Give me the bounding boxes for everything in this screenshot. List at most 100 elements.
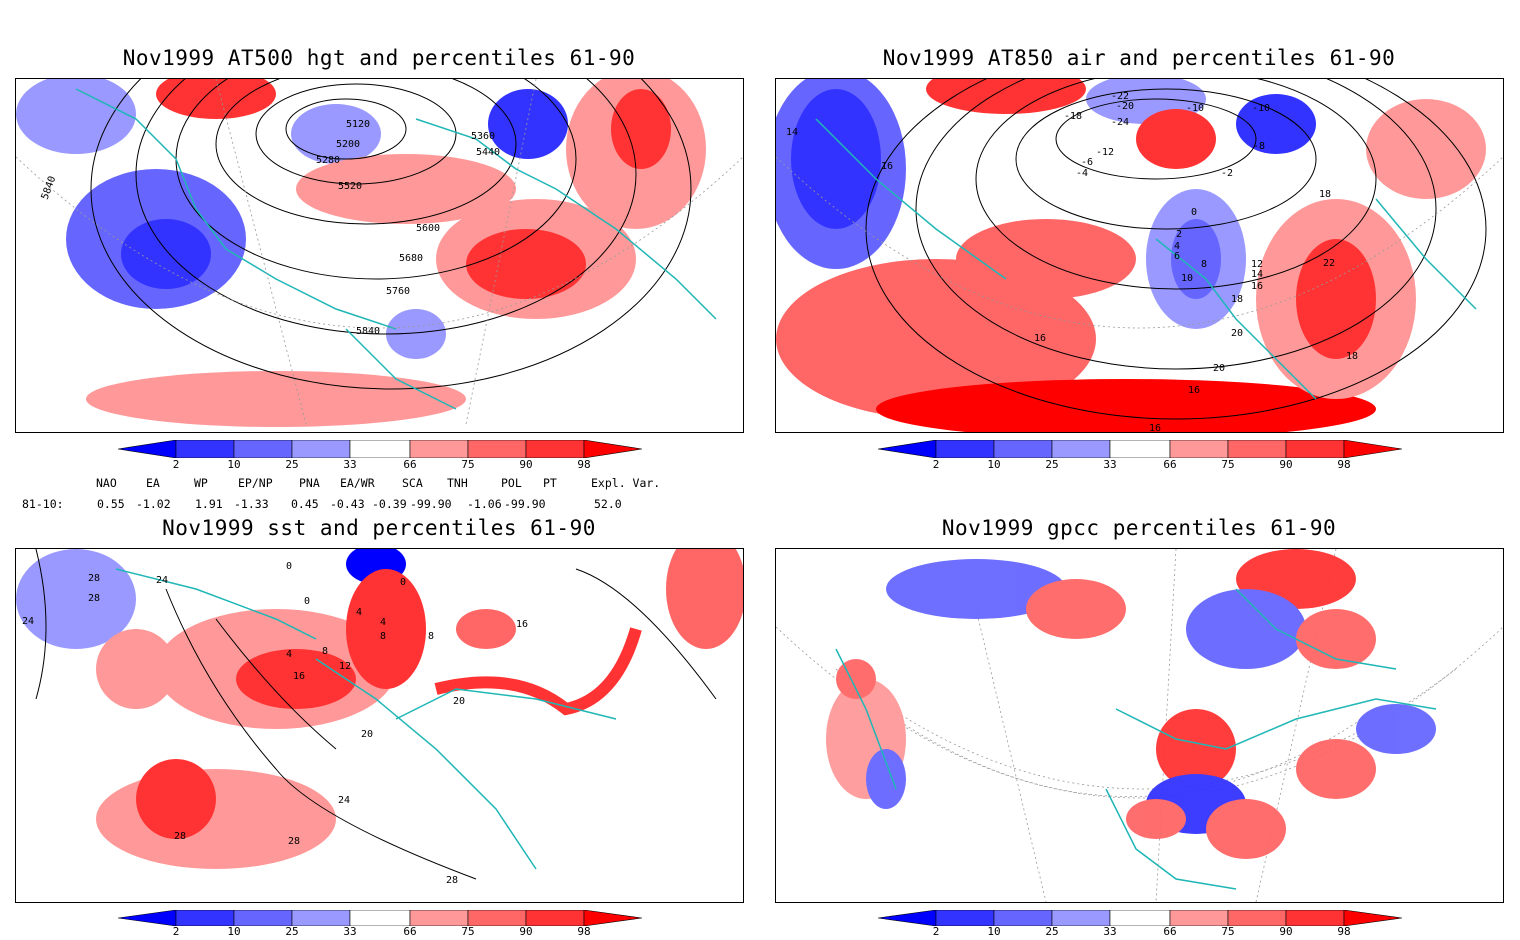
index-header: WP — [194, 476, 208, 490]
contour-label: 5840 — [356, 326, 380, 337]
map-panel-gpcc — [775, 548, 1504, 903]
contour-label: 28 — [88, 573, 100, 584]
index-value: -99.90 — [410, 497, 452, 511]
colorbar-arrow-left — [117, 439, 177, 459]
contour-label: 28 — [88, 593, 100, 604]
contour-label: 20 — [361, 729, 373, 740]
index-header: Expl. Var. — [591, 476, 661, 490]
colorbar-label: 90 — [519, 925, 533, 938]
contour-label: 5680 — [399, 253, 423, 264]
colorbar-label: 98 — [577, 458, 591, 471]
colorbar-label: 98 — [1337, 458, 1351, 471]
contour-label: 5360 — [471, 131, 495, 142]
colorbar-top-right: 2 10 25 33 66 75 90 98 — [877, 439, 1403, 476]
index-header: SCA — [402, 476, 423, 490]
contour-label: 8 — [322, 646, 328, 657]
contour-label: 12 — [1251, 259, 1263, 270]
panel-title-hgt: Nov1999 AT500 hgt and percentiles 61-90 — [122, 46, 636, 70]
contour-label: 2 — [1176, 229, 1182, 240]
contour-label: -24 — [1111, 117, 1129, 128]
index-value: -99.90 — [504, 497, 546, 511]
contour-label: 5600 — [416, 223, 440, 234]
colorbar-label: 90 — [519, 458, 533, 471]
map-panel-air: -22 -20 -24 -18 -12 -10 -10 -8 -6 -4 -2 … — [775, 78, 1504, 433]
colorbar-label: 10 — [227, 458, 241, 471]
contour-label: 16 — [1251, 281, 1263, 292]
contour-label: 4 — [356, 607, 362, 618]
contour-label: 22 — [1323, 258, 1335, 269]
contour-label: 5440 — [476, 147, 500, 158]
colorbar-label: 98 — [1337, 925, 1351, 938]
contour-label: 14 — [786, 127, 798, 138]
colorbar-label: 75 — [1221, 925, 1235, 938]
index-value: 0.55 — [97, 497, 125, 511]
contour-label: 20 — [1213, 363, 1225, 374]
index-header: PT — [543, 476, 557, 490]
index-header: PNA — [299, 476, 320, 490]
contour-label: 4 — [380, 617, 386, 628]
panel-title-gpcc: Nov1999 gpcc percentiles 61-90 — [941, 516, 1337, 540]
contour-label: 20 — [1231, 328, 1243, 339]
colorbar-label: 33 — [343, 925, 357, 938]
index-value: 0.45 — [291, 497, 319, 511]
colorbar-label: 66 — [403, 925, 417, 938]
contour-label: 10 — [1181, 273, 1193, 284]
contour-label: 28 — [446, 875, 458, 886]
contour-label: 16 — [1188, 385, 1200, 396]
colorbar-swatches — [877, 439, 1403, 459]
colorbar-label: 2 — [172, 458, 180, 471]
map-air: -22 -20 -24 -18 -12 -10 -10 -8 -6 -4 -2 … — [776, 79, 1503, 432]
contour-label: 5200 — [336, 139, 360, 150]
colorbar-label: 75 — [461, 925, 475, 938]
index-value: 1.91 — [195, 497, 223, 511]
contour-label: -12 — [1096, 147, 1114, 158]
colorbar-label: 25 — [1045, 925, 1059, 938]
contour-label: 18 — [1231, 294, 1243, 305]
contour-label: 5760 — [386, 286, 410, 297]
contour-label: 28 — [288, 836, 300, 847]
contour-label: -4 — [1076, 168, 1088, 179]
contour-label: 20 — [453, 696, 465, 707]
contour-label: -20 — [1116, 101, 1134, 112]
index-header: EA — [146, 476, 160, 490]
colorbar-label: 90 — [1279, 925, 1293, 938]
colorbar-swatches — [117, 439, 643, 459]
colorbar-label: 10 — [227, 925, 241, 938]
contour-label: 4 — [286, 649, 292, 660]
colorbar-label: 10 — [987, 458, 1001, 471]
contour-label: -18 — [1064, 111, 1082, 122]
index-value: 52.0 — [594, 497, 622, 511]
contour-label: -2 — [1221, 168, 1233, 179]
index-row-label: 81-10: — [22, 497, 64, 511]
index-header-row: NAO EA WP EP/NP PNA EA/WR SCA TNH POL PT… — [0, 476, 760, 492]
contour-label: 6 — [1174, 251, 1180, 262]
index-header: TNH — [447, 476, 468, 490]
contour-label: 0 — [400, 577, 406, 588]
contour-label: 16 — [516, 619, 528, 630]
contour-label: 14 — [1251, 269, 1263, 280]
contour-label: 24 — [22, 616, 34, 627]
colorbar-top-left: 2 10 25 33 66 75 90 98 — [117, 439, 643, 476]
contour-label: 16 — [293, 671, 305, 682]
contour-label: -10 — [1186, 103, 1204, 114]
contour-label: -8 — [1253, 141, 1265, 152]
contour-label: 16 — [1149, 423, 1161, 432]
colorbar-label: 2 — [932, 458, 940, 471]
index-value: -0.43 — [330, 497, 365, 511]
index-value: -0.39 — [372, 497, 407, 511]
contour-label: -10 — [1252, 103, 1270, 114]
index-header: EA/WR — [340, 476, 375, 490]
colorbar-bottom-right: 2 10 25 33 66 75 90 98 — [877, 909, 1403, 940]
colorbar-label: 25 — [1045, 458, 1059, 471]
map-panel-hgt: 5120 5200 5280 5360 5440 5520 5600 5680 … — [15, 78, 744, 433]
contour-label: 8 — [428, 631, 434, 642]
colorbar-label: 66 — [1163, 458, 1177, 471]
panel-title-sst: Nov1999 sst and percentiles 61-90 — [162, 516, 596, 540]
map-panel-sst: 0 0 0 4 4 4 8 8 8 12 16 16 20 20 24 24 2… — [15, 548, 744, 903]
index-value: -1.33 — [234, 497, 269, 511]
contour-label: 8 — [1201, 259, 1207, 270]
index-value-row: 81-10: 0.55 -1.02 1.91 -1.33 0.45 -0.43 … — [0, 497, 760, 513]
colorbar-label: 75 — [461, 458, 475, 471]
colorbar-label: 25 — [285, 458, 299, 471]
contour-label: 24 — [338, 795, 350, 806]
